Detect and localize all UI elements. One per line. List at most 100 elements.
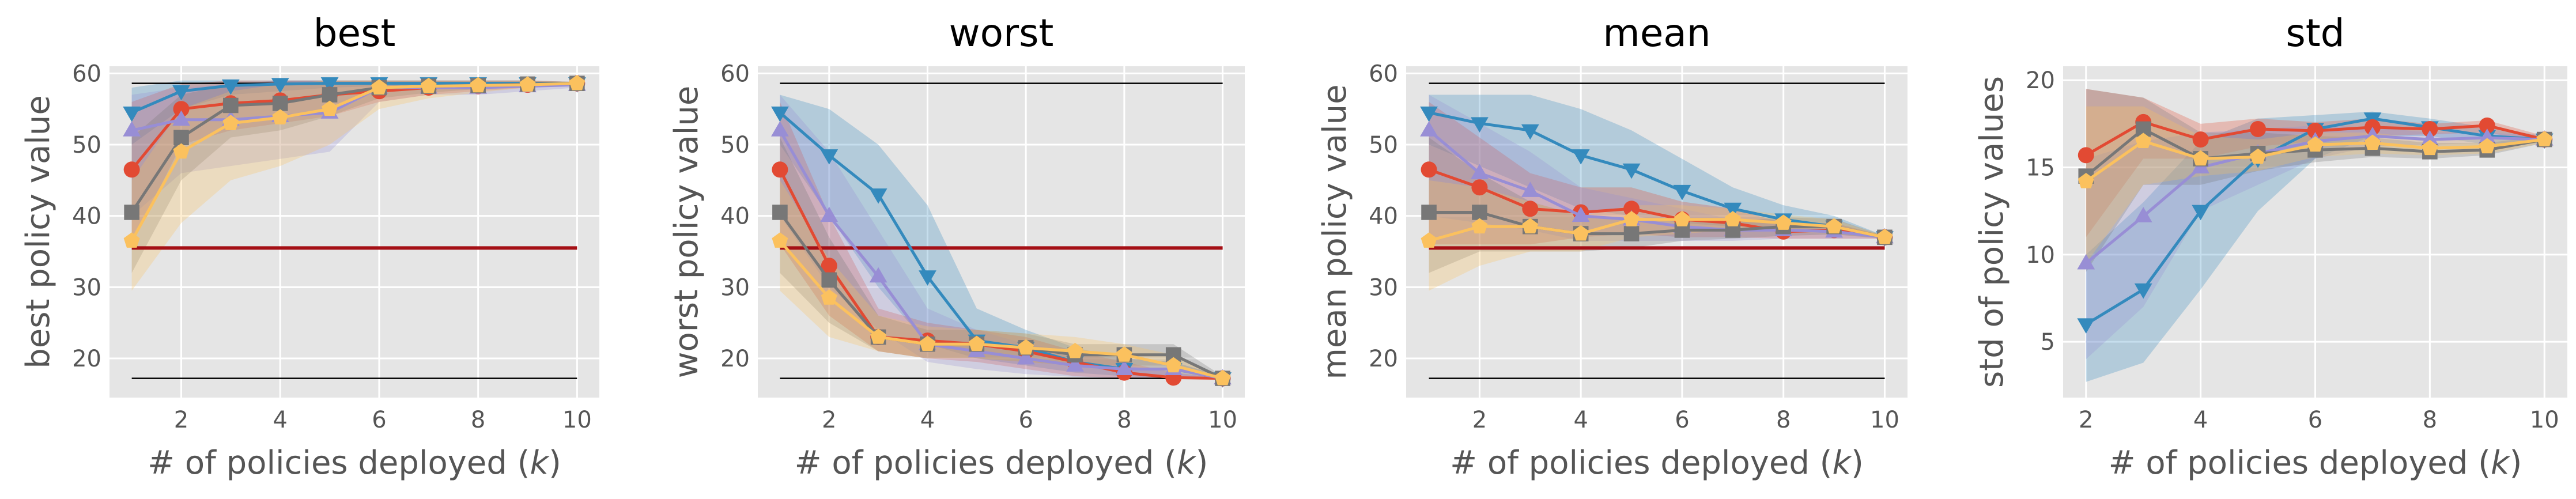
point-yellow — [1775, 214, 1792, 230]
band-purple — [1429, 94, 1885, 241]
point-gray — [124, 205, 139, 220]
point-purple — [820, 206, 838, 222]
plot-area — [109, 66, 599, 398]
point-blue — [1471, 117, 1489, 133]
point-red — [2192, 131, 2209, 148]
y-axis-label: mean policy value — [1316, 84, 1354, 379]
x-tick-label: 2 — [2079, 407, 2093, 433]
panel-best: 2 4 6 8 10 20 30 40 50 60 best # of policies deploy… — [20, 11, 599, 482]
point-blue — [2077, 318, 2095, 334]
point-yellow — [2192, 150, 2209, 166]
band-gray — [131, 80, 577, 273]
y-axis-label: std of policy values — [1973, 76, 2011, 388]
y-tick-label: 40 — [720, 203, 750, 230]
point-gray — [821, 272, 837, 288]
point-blue — [1572, 149, 1590, 165]
point-purple — [771, 121, 789, 137]
series-line-yellow — [779, 240, 1223, 380]
point-yellow — [919, 335, 936, 351]
x-axis-label: # of policies deployed (k) — [148, 444, 561, 482]
chart-title: worst — [949, 11, 1054, 55]
band-purple — [131, 80, 577, 216]
point-red — [772, 161, 788, 178]
point-yellow — [322, 100, 338, 116]
band-gray — [1429, 137, 1885, 273]
series-line-yellow — [130, 82, 577, 242]
x-tick-label: 10 — [2530, 407, 2559, 433]
series-line-purple — [131, 83, 577, 132]
point-yellow — [1471, 218, 1488, 234]
point-yellow — [1067, 342, 1083, 358]
point-purple — [869, 267, 887, 283]
point-blue — [2192, 205, 2210, 221]
point-purple — [1066, 356, 1084, 372]
point-blue — [1622, 163, 1641, 179]
panel-worst: 2 4 6 8 10 20 30 40 50 60 worst # of policies deplo… — [668, 11, 1245, 482]
y-tick-label: 20 — [2026, 67, 2055, 94]
point-purple — [1572, 206, 1590, 222]
band-yellow — [131, 80, 577, 291]
chart-title: mean — [1603, 11, 1710, 55]
band-purple — [780, 94, 1223, 379]
panel-mean: 2 4 6 8 10 20 30 40 50 60 mean # of policies deploy… — [1316, 11, 1908, 482]
point-gray — [223, 97, 239, 114]
point-yellow — [2364, 134, 2381, 150]
point-yellow — [420, 77, 437, 93]
point-yellow — [2536, 131, 2553, 146]
point-gray — [1623, 226, 1640, 241]
point-yellow — [173, 143, 190, 159]
band-yellow — [1429, 180, 1885, 291]
point-gray — [322, 87, 338, 103]
point-blue — [271, 78, 289, 94]
point-blue — [1420, 106, 1438, 122]
series-line-blue — [1429, 111, 1885, 239]
point-yellow — [2479, 138, 2495, 154]
y-tick-label: 30 — [720, 274, 750, 301]
band-blue — [780, 94, 1223, 379]
y-tick-label: 60 — [72, 61, 101, 87]
series-line-red — [779, 169, 1223, 380]
x-axis-label: # of policies deployed (k) — [2109, 444, 2522, 482]
point-red — [1522, 201, 1539, 217]
series-line-gray — [1429, 210, 1885, 239]
y-tick-label: 50 — [1369, 132, 1398, 158]
x-tick-label: 4 — [1573, 407, 1588, 433]
series-line-purple — [1427, 129, 1885, 239]
x-tick-label: 6 — [372, 407, 386, 433]
point-gray — [272, 96, 288, 111]
series-line-yellow — [1428, 218, 1885, 243]
point-yellow — [1724, 211, 1741, 226]
point-gray — [2135, 121, 2151, 137]
point-purple — [123, 121, 141, 137]
point-purple — [172, 110, 190, 126]
point-red — [2422, 120, 2438, 137]
point-yellow — [1018, 339, 1034, 355]
point-yellow — [2135, 133, 2152, 149]
y-tick-label: 40 — [72, 203, 101, 230]
point-red — [1471, 179, 1488, 196]
point-blue — [123, 106, 141, 122]
x-tick-label: 4 — [273, 407, 287, 433]
series-line-purple — [779, 130, 1223, 380]
band-blue — [1429, 94, 1885, 239]
point-blue — [1724, 202, 1742, 218]
point-blue — [820, 149, 838, 165]
point-red — [2307, 122, 2324, 139]
point-blue — [869, 188, 887, 204]
point-blue — [2134, 283, 2152, 299]
point-blue — [1673, 184, 1691, 201]
point-yellow — [371, 79, 387, 94]
point-gray — [1472, 205, 1487, 220]
point-purple — [1420, 121, 1438, 137]
plot-area — [758, 66, 1245, 398]
point-red — [1421, 161, 1437, 178]
point-blue — [771, 106, 789, 122]
y-tick-label: 20 — [72, 346, 101, 372]
point-yellow — [870, 328, 887, 344]
point-yellow — [1826, 218, 1842, 234]
point-yellow — [968, 335, 985, 351]
x-tick-label: 10 — [1870, 407, 1899, 433]
point-purple — [2420, 130, 2439, 146]
x-tick-label: 6 — [2308, 407, 2322, 433]
